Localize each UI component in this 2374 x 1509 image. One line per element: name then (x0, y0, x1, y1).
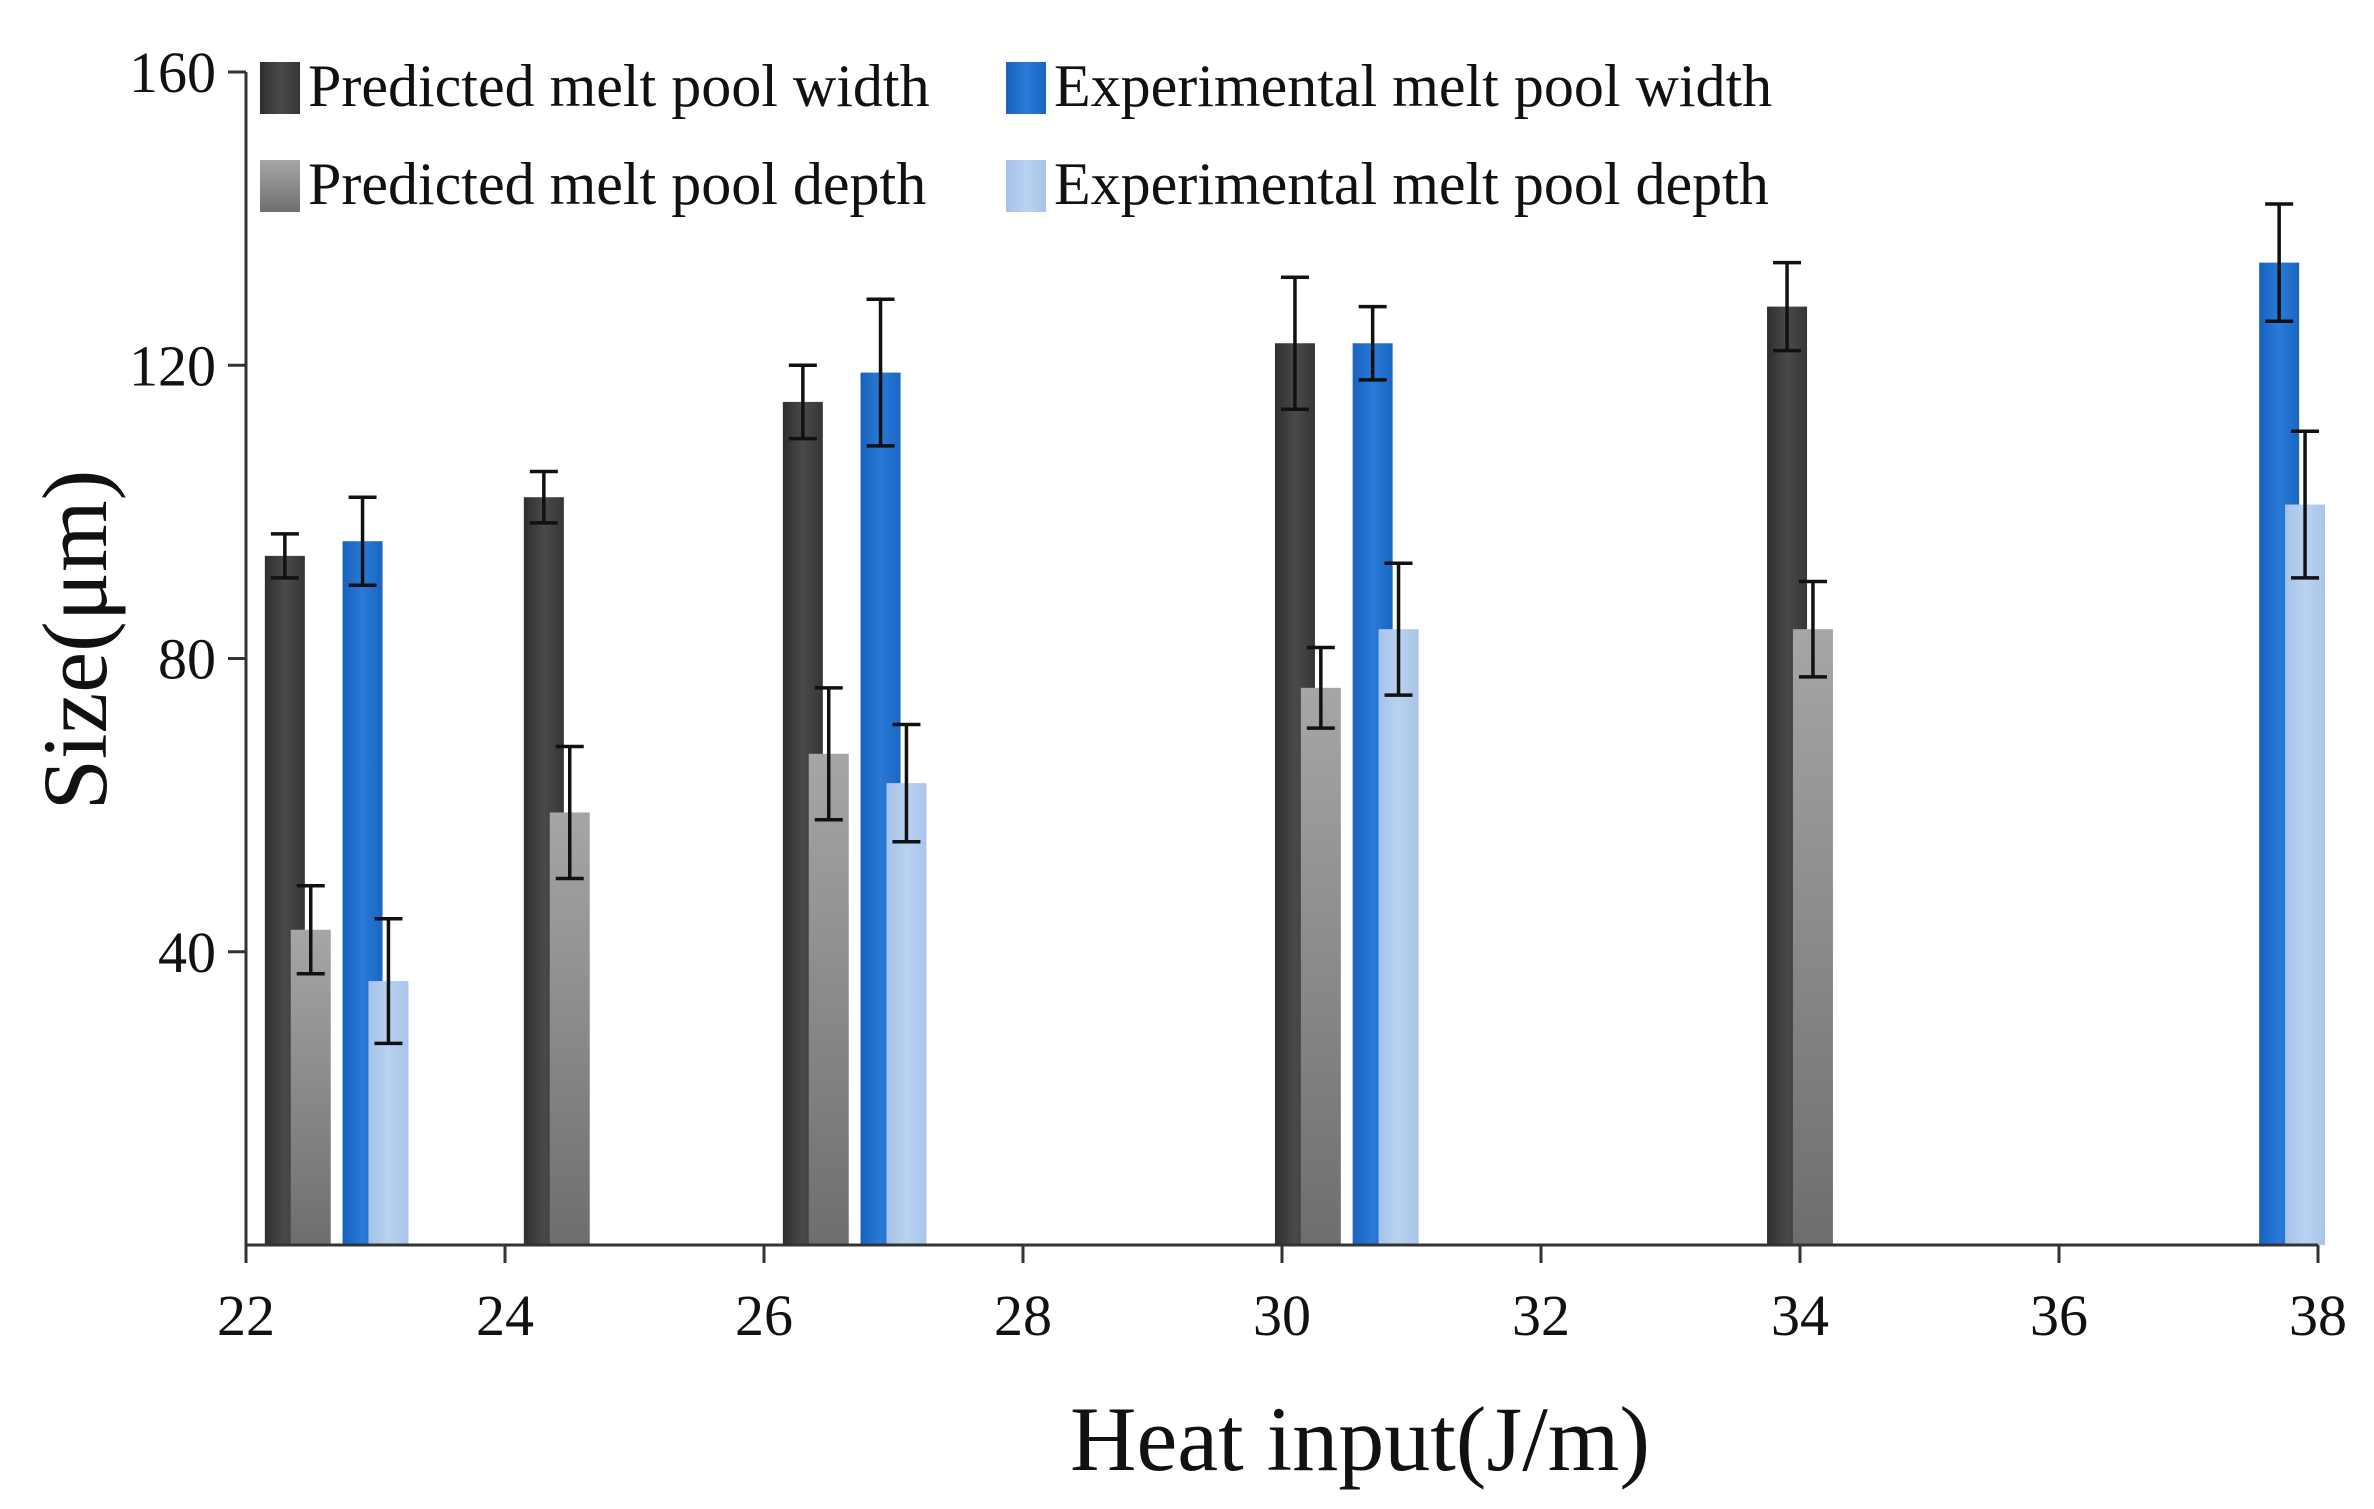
error-bar-experimental-melt-pool-depth (374, 917, 403, 1046)
error-bar-experimental-melt-pool-depth (2291, 429, 2320, 580)
error-bar-predicted-melt-pool-width (270, 532, 299, 580)
legend-label: Experimental melt pool width (1054, 53, 1772, 119)
x-tick-label: 32 (1512, 1283, 1570, 1348)
y-tick-label: 120 (129, 333, 216, 398)
y-axis-title: Size(μm) (24, 470, 126, 811)
error-bar-predicted-melt-pool-depth (1306, 645, 1335, 730)
bar-predicted-melt-pool-depth (1792, 629, 1833, 1245)
error-bar-experimental-melt-pool-width (866, 297, 895, 448)
legend-item-predicted-melt-pool-depth: Predicted melt pool depth (260, 151, 926, 217)
legend: Predicted melt pool width Experimental me… (260, 53, 1772, 217)
x-tick-label: 28 (994, 1283, 1052, 1348)
bars-layer (264, 262, 2326, 1246)
legend-swatch (1006, 160, 1046, 212)
x-tick-label: 22 (217, 1283, 275, 1348)
error-bar-experimental-melt-pool-width (1358, 304, 1387, 382)
legend-swatch (260, 160, 300, 212)
error-bar-experimental-melt-pool-depth (1384, 561, 1413, 697)
error-bar-predicted-melt-pool-width (529, 469, 558, 525)
error-bars-layer (270, 202, 2320, 1046)
legend-label: Experimental melt pool depth (1054, 151, 1769, 217)
x-tick-label: 38 (2289, 1283, 2347, 1348)
error-bar-experimental-melt-pool-depth (892, 722, 921, 844)
legend-item-experimental-melt-pool-width: Experimental melt pool width (1006, 53, 1772, 119)
error-bar-experimental-melt-pool-width (2265, 202, 2294, 324)
legend-label: Predicted melt pool width (308, 53, 930, 119)
error-bar-predicted-melt-pool-depth (1798, 579, 1827, 679)
error-bar-predicted-melt-pool-width (1773, 260, 1802, 353)
x-tick-label: 34 (1771, 1283, 1829, 1348)
error-bar-predicted-melt-pool-depth (814, 686, 843, 822)
x-tick-label: 26 (735, 1283, 793, 1348)
bar-experimental-melt-pool-depth (1378, 629, 1419, 1245)
bar-predicted-melt-pool-depth (290, 929, 331, 1245)
legend-item-experimental-melt-pool-depth: Experimental melt pool depth (1006, 151, 1769, 217)
bar-predicted-melt-pool-depth (808, 753, 849, 1245)
x-tick-label: 24 (476, 1283, 534, 1348)
bar-experimental-melt-pool-depth (886, 783, 927, 1245)
bar-predicted-melt-pool-depth (1300, 687, 1341, 1245)
error-bar-predicted-melt-pool-depth (296, 884, 325, 976)
error-bar-predicted-melt-pool-width (1280, 275, 1309, 411)
y-tick-label: 40 (158, 920, 216, 985)
legend-swatch (260, 62, 300, 114)
x-axis-title: Heat input(J/m) (1070, 1388, 1650, 1490)
bar-experimental-melt-pool-depth (2285, 504, 2326, 1245)
x-tick-label: 30 (1253, 1283, 1311, 1348)
error-bar-experimental-melt-pool-width (348, 495, 377, 587)
error-bar-predicted-melt-pool-width (788, 363, 817, 441)
y-tick-label: 80 (158, 627, 216, 692)
bar-predicted-melt-pool-depth (549, 812, 590, 1245)
x-tick-label: 36 (2030, 1283, 2088, 1348)
y-axis-ticks: 40 80 120 160 (129, 40, 246, 985)
legend-item-predicted-melt-pool-width: Predicted melt pool width (260, 53, 930, 119)
legend-swatch (1006, 62, 1046, 114)
legend-label: Predicted melt pool depth (308, 151, 926, 217)
x-axis-ticks: 22 24 26 28 30 32 34 36 38 (217, 1245, 2347, 1348)
error-bar-predicted-melt-pool-depth (555, 744, 584, 881)
y-tick-label: 160 (129, 40, 216, 105)
